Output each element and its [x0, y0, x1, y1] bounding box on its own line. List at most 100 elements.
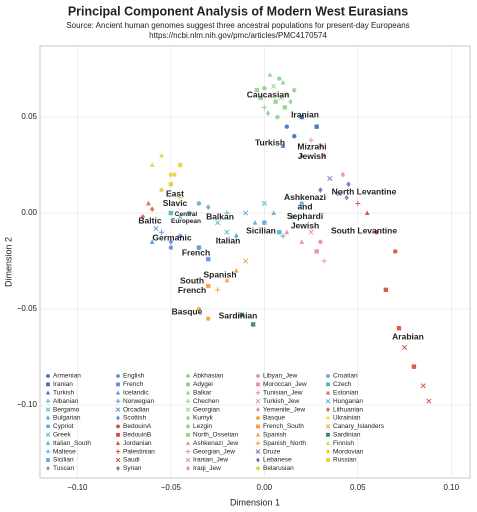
legend-label: Hungarian [333, 398, 363, 405]
cluster-label: Italian [216, 235, 241, 245]
legend-label: Iranian_Jew [193, 457, 228, 464]
legend-marker [256, 407, 260, 413]
legend-label: Estonian [333, 390, 359, 397]
legend-label: French [123, 381, 144, 388]
cluster-label: Arabian [392, 331, 424, 341]
cluster-label: Baltic [138, 215, 161, 225]
cluster-label: Balkan [206, 211, 234, 221]
x-tick-label: 0.00 [257, 483, 273, 492]
cluster-label: Sicilian [246, 225, 276, 235]
point [271, 83, 277, 89]
legend-label: Cypriot [53, 423, 74, 430]
point [340, 171, 346, 178]
legend-marker [115, 398, 121, 404]
point [346, 181, 351, 188]
legend-label: Czech [333, 381, 352, 388]
point [292, 134, 297, 139]
x-tick-label: 0.05 [350, 483, 366, 492]
legend-label: Jordanian [123, 440, 152, 447]
y-tick-label: −0.05 [17, 304, 38, 313]
legend-label: Albanian [53, 398, 79, 405]
legend-marker [255, 440, 261, 446]
legend-label: Turkish_Jew [263, 398, 300, 405]
legend-marker [255, 398, 261, 404]
point [314, 249, 319, 254]
cluster-label: Turkish [255, 137, 285, 147]
point [308, 137, 314, 143]
legend-marker [116, 432, 120, 437]
cluster-label: Sephardi [287, 211, 323, 221]
point [393, 249, 398, 254]
point [284, 91, 290, 97]
point [383, 287, 389, 293]
y-axis-label: Dimension 2 [3, 237, 13, 287]
legend-marker [116, 424, 120, 429]
legend-label: Basque [263, 415, 285, 422]
legend-label: Palestinian [123, 448, 155, 455]
legend-label: Bergamo [53, 406, 80, 413]
point [233, 268, 239, 273]
legend-marker [186, 432, 190, 437]
legend-marker [325, 415, 331, 421]
point [308, 229, 314, 235]
legend-marker [45, 390, 51, 395]
legend-marker [185, 398, 191, 404]
point [299, 239, 305, 244]
legend-marker [45, 449, 51, 454]
legend-marker [186, 415, 190, 421]
legend-label: Lebanese [263, 457, 292, 464]
point [299, 152, 305, 158]
chart-title: Principal Component Analysis of Modern W… [68, 4, 408, 18]
point [159, 187, 164, 193]
point [149, 206, 155, 213]
legend-marker [326, 374, 330, 378]
point [224, 277, 230, 283]
point [317, 143, 323, 149]
point [254, 87, 260, 93]
legend-label: Kumyk [193, 415, 214, 422]
legend-label: BedouinA [123, 423, 152, 430]
legend-label: Georgian [193, 406, 220, 413]
point [402, 344, 408, 350]
x-tick-label: −0.10 [67, 483, 88, 492]
legend-label: English [123, 373, 145, 380]
point [196, 245, 202, 250]
legend-marker [185, 407, 191, 412]
cluster-label: Central [175, 211, 198, 218]
legend-marker [116, 415, 120, 421]
point [243, 258, 249, 264]
cluster-label: Sardinian [219, 310, 258, 320]
point [178, 233, 183, 239]
cluster-label: South [180, 276, 204, 286]
legend-label: Spanish [263, 432, 287, 439]
y-tick-label: −0.10 [17, 400, 38, 409]
legend-label: Lithuanian [333, 406, 363, 413]
point [168, 172, 174, 177]
legend-marker [46, 458, 50, 462]
legend-marker [115, 440, 121, 445]
legend-label: Tuscan [53, 465, 74, 472]
point [206, 256, 211, 262]
point [196, 201, 202, 206]
legend-marker [116, 465, 120, 471]
legend-marker [326, 432, 330, 437]
cluster-label: North Levantine [332, 186, 397, 196]
point [288, 98, 293, 105]
point [265, 110, 271, 117]
point [158, 229, 165, 235]
legend-label: Maltese [53, 448, 76, 455]
legend-label: Iraqi_Jew [193, 465, 221, 472]
legend-label: Scottish [123, 415, 147, 422]
point [146, 200, 151, 206]
plot-area [39, 45, 471, 479]
point [396, 326, 402, 331]
point [224, 210, 230, 216]
x-axis-label: Dimension 1 [230, 497, 280, 507]
point [267, 72, 273, 77]
point [159, 152, 164, 158]
legend-label: Bulgarian [53, 415, 81, 422]
legend-label: Druze [263, 448, 281, 455]
legend-marker [256, 382, 260, 387]
legend-marker [185, 390, 191, 395]
